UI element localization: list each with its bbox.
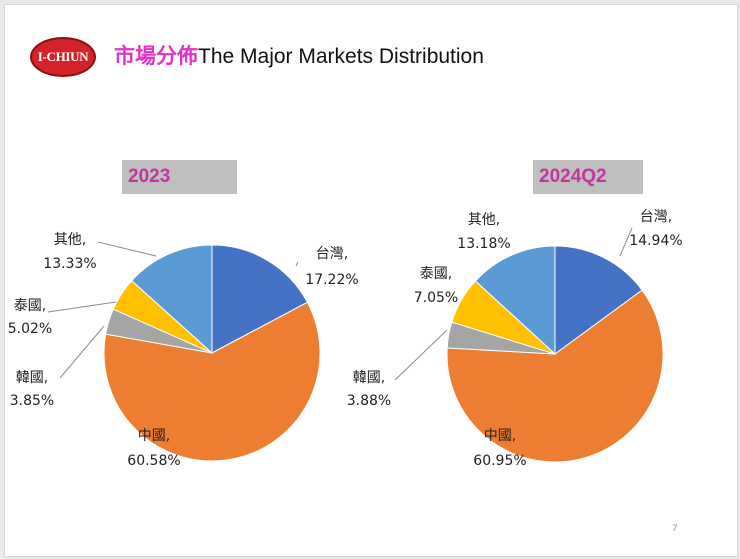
title-chinese: 市場分佈 xyxy=(114,44,198,68)
slice-label-thailand: 泰國, xyxy=(420,266,452,282)
pie-slice-china xyxy=(103,301,321,462)
chart-title-box-2023: 2023 xyxy=(122,160,237,194)
slice-label-china: 中國, xyxy=(484,428,516,444)
chart-title-2023: 2023 xyxy=(128,166,171,187)
slice-label-china: 中國, xyxy=(138,428,170,444)
slice-value-korea: 3.88% xyxy=(347,393,391,409)
slice-value-taiwan: 17.22% xyxy=(305,272,358,288)
pie-chart-2024q2: 台灣, 14.94% 中國, 60.95% 韓國, 3.88% 泰國, 7.05% 其他, 13.… xyxy=(347,209,683,469)
leader-line-taiwan xyxy=(619,227,633,257)
page-number: 7 xyxy=(672,524,678,534)
chart-title-box-2024q2: 2024Q2 xyxy=(533,160,643,194)
slice-value-china: 60.58% xyxy=(127,453,180,469)
slice-value-others: 13.18% xyxy=(457,236,510,252)
logo-text: I-CHIUN xyxy=(37,49,89,64)
slice-label-others: 其他, xyxy=(468,212,500,228)
slice-value-others: 13.33% xyxy=(43,256,96,272)
leader-line-taiwan xyxy=(295,261,299,267)
pie-slice-taiwan xyxy=(211,244,309,354)
leader-line-korea xyxy=(394,329,448,381)
pie-chart-2023: 台灣, 17.22% 中國, 60.58% 韓國, 3.85% 泰國, 5.02% 其他, 13.… xyxy=(8,232,359,469)
slice-value-taiwan: 14.94% xyxy=(629,233,682,249)
pie-slice-others xyxy=(131,244,213,355)
title-english: The Major Markets Distribution xyxy=(198,45,484,68)
slice-value-china: 60.95% xyxy=(473,453,526,469)
slice-label-others: 其他, xyxy=(54,232,86,248)
slice-label-korea: 韓國, xyxy=(353,370,385,386)
slice-label-thailand: 泰國, xyxy=(14,298,46,314)
company-logo: I-CHIUN xyxy=(30,37,96,77)
pie-slice-others xyxy=(474,245,556,356)
page-title: 市場分佈The Major Markets Distribution xyxy=(114,43,484,70)
slice-value-korea: 3.85% xyxy=(10,393,54,409)
pie-slice-china xyxy=(446,289,664,463)
slice-label-korea: 韓國, xyxy=(16,370,48,386)
leader-line-korea xyxy=(59,325,105,379)
leader-line-thailand xyxy=(47,301,117,313)
pie-slice-taiwan xyxy=(554,245,643,355)
slice-value-thailand: 5.02% xyxy=(8,321,52,337)
slice-label-taiwan: 台灣, xyxy=(640,209,672,225)
slice-value-thailand: 7.05% xyxy=(414,290,458,306)
leader-line-others xyxy=(97,241,157,257)
chart-title-2024q2: 2024Q2 xyxy=(539,166,607,187)
slice-label-taiwan: 台灣, xyxy=(316,246,348,262)
